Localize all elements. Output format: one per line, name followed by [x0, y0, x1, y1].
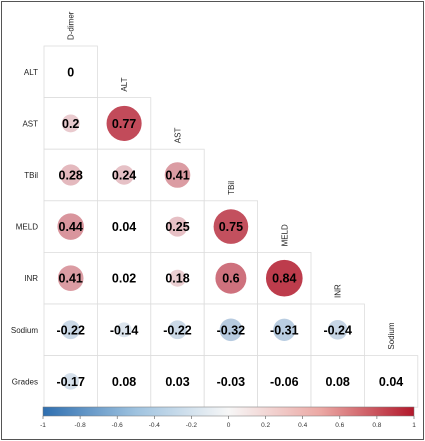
row-labels: ALT AST TBil MELD INR Sodium Grades: [11, 68, 38, 387]
correlation-circle: [164, 162, 191, 188]
correlation-value: 0.2: [62, 117, 79, 131]
colorbar-tick-label: 0.4: [298, 422, 307, 429]
correlation-circle: [62, 373, 79, 390]
column-label: AST: [174, 128, 183, 144]
correlation-circle: [213, 209, 249, 244]
matrix-cell: [150, 251, 205, 305]
correlation-circle: [169, 269, 186, 287]
colorbar-tick-label: 0.6: [335, 422, 344, 429]
correlation-values: 0 0.2 0.77 0.28 0.24 0.41 0.44 0.04 0.25 0.75 0.41…: [56, 65, 403, 389]
correlation-value: 0.25: [165, 220, 189, 234]
correlation-value: -0.14: [110, 323, 139, 337]
correlation-value: 0.28: [59, 169, 83, 183]
correlation-circle: [61, 114, 80, 133]
correlation-circle: [61, 320, 81, 340]
column-label: Sodium: [387, 322, 396, 349]
row-label: Sodium: [11, 326, 38, 335]
correlation-value: 0.75: [219, 220, 243, 234]
correlation-value: 0: [67, 65, 74, 79]
correlation-circle: [215, 262, 247, 294]
column-label: D-dimer: [67, 11, 76, 40]
column-label: ALT: [120, 77, 129, 91]
correlation-value: 0.77: [112, 117, 136, 131]
colorbar-tick-label: -1: [40, 422, 46, 429]
matrix-cell: [310, 355, 365, 408]
correlation-value: -0.17: [56, 375, 85, 389]
matrix-cell: [363, 355, 419, 408]
correlation-value: -0.24: [323, 323, 352, 337]
colorbar-tick-label: -0.6: [112, 422, 124, 429]
correlation-value: 0.03: [165, 375, 189, 389]
column-labels: D-dimer ALT AST TBil MELD INR Sodium: [67, 11, 396, 349]
correlation-value: -0.31: [270, 323, 299, 337]
colorbar-tick-label: 0.8: [372, 422, 381, 429]
correlation-value: 0.08: [326, 375, 350, 389]
correlation-circle: [168, 320, 187, 340]
matrix-cell: [43, 45, 98, 98]
correlation-value: -0.32: [217, 323, 246, 337]
row-label: Grades: [12, 377, 38, 386]
correlation-circle: [60, 164, 82, 186]
correlation-circle: [57, 213, 84, 240]
correlation-value: -0.22: [56, 323, 85, 337]
colorbar-tick-label: -0.4: [149, 422, 161, 429]
correlation-circles: [57, 105, 348, 390]
correlation-value: 0.6: [222, 272, 239, 286]
correlation-value: 0.84: [272, 272, 296, 286]
colorbar-tick-label: 0: [227, 422, 231, 429]
colorbar: -1 -0.8 -0.6 -0.4 -0.2 0 0.2 0.4 0.6 0.8 1: [40, 406, 416, 429]
matrix-cell: [43, 200, 98, 253]
correlation-value: 0.44: [59, 220, 83, 234]
row-label: TBil: [24, 171, 38, 180]
correlation-value: 0.02: [112, 272, 136, 286]
colorbar-tick-label: 0.2: [261, 422, 270, 429]
correlation-circle: [273, 318, 296, 341]
correlation-value: 0.04: [379, 375, 403, 389]
correlation-value: 0.18: [165, 272, 189, 286]
correlation-value: 0.04: [112, 220, 136, 234]
correlation-value: -0.06: [270, 375, 299, 389]
correlation-circle: [114, 165, 134, 185]
correlation-circle: [57, 265, 84, 292]
correlation-circle: [327, 320, 348, 340]
column-label: INR: [334, 284, 343, 298]
colorbar-tick-label: -0.8: [74, 422, 86, 429]
colorbar-tick-label: -0.2: [186, 422, 198, 429]
correlation-circle: [265, 259, 303, 297]
correlation-value: 0.08: [112, 375, 136, 389]
matrix-cell: [150, 355, 205, 408]
correlation-circle: [167, 216, 188, 237]
row-label: INR: [24, 274, 38, 283]
correlation-value: 0.24: [112, 169, 136, 183]
correlation-circle: [219, 318, 243, 342]
colorbar-gradient: [42, 406, 415, 417]
colorbar-tick-label: 1: [412, 422, 416, 429]
correlation-value: 0.41: [59, 272, 83, 286]
correlation-value: -0.22: [163, 323, 192, 337]
matrix-cell: [310, 303, 365, 356]
correlation-circle: [106, 105, 142, 141]
row-label: AST: [22, 119, 38, 128]
row-label: MELD: [16, 223, 38, 232]
column-label: TBil: [227, 181, 236, 195]
row-label: ALT: [24, 68, 38, 77]
correlation-value: -0.03: [217, 375, 246, 389]
correlation-circle: [116, 322, 132, 338]
correlation-value: 0.41: [165, 169, 189, 183]
column-label: MELD: [280, 224, 289, 246]
matrix-cells: [43, 45, 419, 408]
matrix-cell: [257, 355, 312, 408]
